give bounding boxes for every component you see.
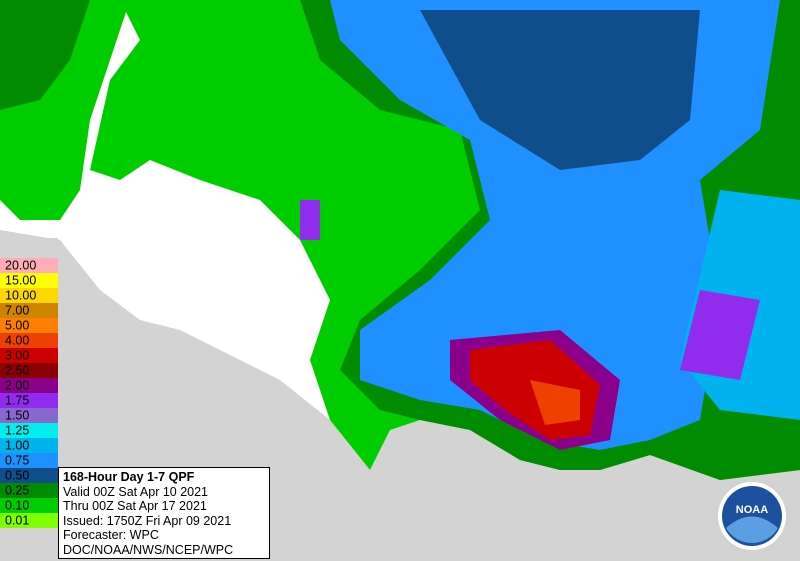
legend-label: 1.75 (5, 393, 29, 407)
legend-label: 1.00 (5, 438, 29, 452)
legend-swatch (0, 498, 58, 513)
info-line: Forecaster: WPC (63, 528, 159, 543)
legend-swatch (0, 333, 58, 348)
legend-label: 5.00 (5, 318, 29, 332)
legend-swatch (0, 288, 58, 303)
legend-swatch (0, 438, 58, 453)
legend-swatch (0, 273, 58, 288)
legend-swatch (0, 468, 58, 483)
legend-swatch (0, 453, 58, 468)
orange-core (530, 380, 580, 425)
legend-swatch (0, 423, 58, 438)
legend-label: 4.00 (5, 333, 29, 347)
legend-swatch (0, 258, 58, 273)
legend-label: 0.10 (5, 498, 29, 512)
legend-swatch (0, 363, 58, 378)
legend-label: 3.00 (5, 348, 29, 362)
legend-label: 1.25 (5, 423, 29, 437)
legend-swatch (0, 483, 58, 498)
legend-swatch (0, 303, 58, 318)
purple-spot (300, 200, 320, 240)
legend-swatch (0, 348, 58, 363)
legend-swatch (0, 408, 58, 423)
legend-label: 1.50 (5, 408, 29, 422)
logo-wave (726, 516, 778, 544)
legend-label: 0.01 (5, 513, 29, 527)
info-line: Issued: 1750Z Fri Apr 09 2021 (63, 513, 232, 528)
noaa-logo: NOAA (718, 482, 786, 550)
info-line: DOC/NOAA/NWS/NCEP/WPC (63, 542, 234, 557)
legend-label: 15.00 (5, 273, 36, 287)
legend-label: 20.00 (5, 258, 36, 272)
legend-swatch (0, 513, 58, 528)
info-title: 168-Hour Day 1-7 QPF (63, 470, 195, 484)
purple-area (680, 290, 760, 380)
legend-swatch (0, 378, 58, 393)
legend-swatch (0, 318, 58, 333)
logo-text: NOAA (736, 504, 768, 516)
dark-green-area (0, 0, 90, 110)
info-line: Valid 00Z Sat Apr 10 2021 (63, 484, 209, 499)
legend-label: 0.75 (5, 453, 29, 467)
legend-label: 2.00 (5, 378, 29, 392)
legend-label: 0.50 (5, 468, 29, 482)
info-box: 168-Hour Day 1-7 QPF Valid 00Z Sat Apr 1… (58, 467, 270, 559)
legend: 20.0015.0010.007.005.004.003.002.502.001… (0, 238, 58, 528)
legend-label: 10.00 (5, 288, 36, 302)
info-line: Thru 00Z Sat Apr 17 2021 (63, 499, 207, 514)
legend-label: 0.25 (5, 483, 29, 497)
legend-swatch (0, 393, 58, 408)
legend-label: 2.50 (5, 363, 29, 377)
legend-label: 7.00 (5, 303, 29, 317)
navy-area (420, 10, 700, 170)
